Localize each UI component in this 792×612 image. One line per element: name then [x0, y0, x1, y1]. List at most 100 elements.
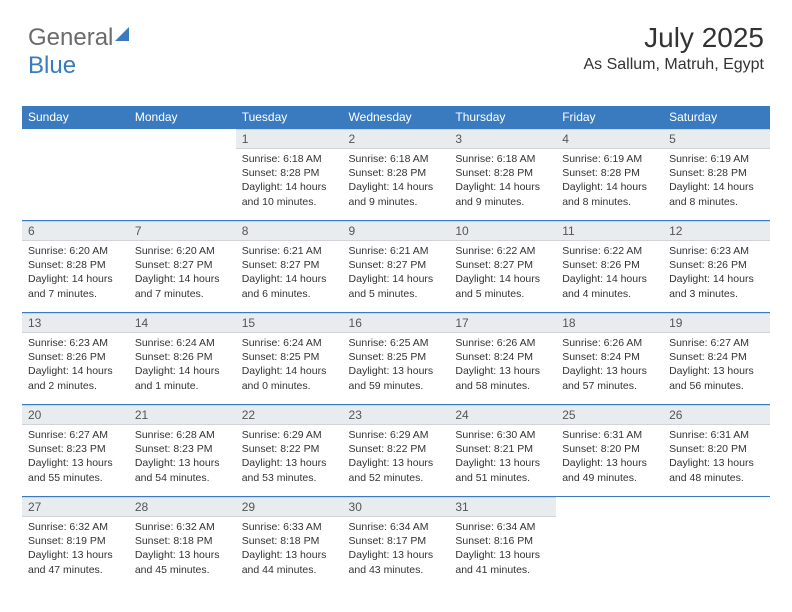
calendar-cell: 15Sunrise: 6:24 AMSunset: 8:25 PMDayligh…	[236, 313, 343, 405]
location: As Sallum, Matruh, Egypt	[583, 56, 764, 74]
day-info: Sunrise: 6:24 AMSunset: 8:26 PMDaylight:…	[129, 333, 236, 397]
calendar-row: 1Sunrise: 6:18 AMSunset: 8:28 PMDaylight…	[22, 129, 770, 221]
day-info: Sunrise: 6:20 AMSunset: 8:28 PMDaylight:…	[22, 241, 129, 305]
day-number: 2	[343, 129, 450, 149]
day-info: Sunrise: 6:34 AMSunset: 8:17 PMDaylight:…	[343, 517, 450, 581]
day-number: 28	[129, 497, 236, 517]
calendar-cell: 11Sunrise: 6:22 AMSunset: 8:26 PMDayligh…	[556, 221, 663, 313]
calendar-row: 6Sunrise: 6:20 AMSunset: 8:28 PMDaylight…	[22, 221, 770, 313]
calendar-cell: 14Sunrise: 6:24 AMSunset: 8:26 PMDayligh…	[129, 313, 236, 405]
calendar-row: 20Sunrise: 6:27 AMSunset: 8:23 PMDayligh…	[22, 405, 770, 497]
calendar-cell: 27Sunrise: 6:32 AMSunset: 8:19 PMDayligh…	[22, 497, 129, 589]
calendar-cell: 19Sunrise: 6:27 AMSunset: 8:24 PMDayligh…	[663, 313, 770, 405]
calendar-cell: 18Sunrise: 6:26 AMSunset: 8:24 PMDayligh…	[556, 313, 663, 405]
day-number: 19	[663, 313, 770, 333]
day-number: 22	[236, 405, 343, 425]
calendar-cell: 4Sunrise: 6:19 AMSunset: 8:28 PMDaylight…	[556, 129, 663, 221]
calendar-cell	[129, 129, 236, 221]
calendar-cell: 9Sunrise: 6:21 AMSunset: 8:27 PMDaylight…	[343, 221, 450, 313]
day-info: Sunrise: 6:32 AMSunset: 8:19 PMDaylight:…	[22, 517, 129, 581]
calendar-cell: 10Sunrise: 6:22 AMSunset: 8:27 PMDayligh…	[449, 221, 556, 313]
day-number: 3	[449, 129, 556, 149]
day-info: Sunrise: 6:27 AMSunset: 8:24 PMDaylight:…	[663, 333, 770, 397]
day-info: Sunrise: 6:29 AMSunset: 8:22 PMDaylight:…	[236, 425, 343, 489]
logo-triangle-icon	[115, 27, 129, 41]
day-info: Sunrise: 6:31 AMSunset: 8:20 PMDaylight:…	[556, 425, 663, 489]
day-number: 13	[22, 313, 129, 333]
day-number: 17	[449, 313, 556, 333]
calendar-cell: 26Sunrise: 6:31 AMSunset: 8:20 PMDayligh…	[663, 405, 770, 497]
calendar-cell: 5Sunrise: 6:19 AMSunset: 8:28 PMDaylight…	[663, 129, 770, 221]
calendar-cell: 25Sunrise: 6:31 AMSunset: 8:20 PMDayligh…	[556, 405, 663, 497]
weekday-header: Tuesday	[236, 106, 343, 129]
day-number: 31	[449, 497, 556, 517]
calendar-cell: 20Sunrise: 6:27 AMSunset: 8:23 PMDayligh…	[22, 405, 129, 497]
logo-word2: Blue	[28, 52, 76, 79]
day-number: 15	[236, 313, 343, 333]
day-info: Sunrise: 6:21 AMSunset: 8:27 PMDaylight:…	[236, 241, 343, 305]
calendar-body: 1Sunrise: 6:18 AMSunset: 8:28 PMDaylight…	[22, 129, 770, 589]
day-info: Sunrise: 6:21 AMSunset: 8:27 PMDaylight:…	[343, 241, 450, 305]
day-info: Sunrise: 6:31 AMSunset: 8:20 PMDaylight:…	[663, 425, 770, 489]
day-number: 27	[22, 497, 129, 517]
day-info: Sunrise: 6:30 AMSunset: 8:21 PMDaylight:…	[449, 425, 556, 489]
day-number: 30	[343, 497, 450, 517]
day-info: Sunrise: 6:26 AMSunset: 8:24 PMDaylight:…	[556, 333, 663, 397]
day-info: Sunrise: 6:34 AMSunset: 8:16 PMDaylight:…	[449, 517, 556, 581]
day-info: Sunrise: 6:28 AMSunset: 8:23 PMDaylight:…	[129, 425, 236, 489]
day-info: Sunrise: 6:18 AMSunset: 8:28 PMDaylight:…	[343, 149, 450, 213]
day-info: Sunrise: 6:23 AMSunset: 8:26 PMDaylight:…	[22, 333, 129, 397]
day-number: 26	[663, 405, 770, 425]
calendar-row: 13Sunrise: 6:23 AMSunset: 8:26 PMDayligh…	[22, 313, 770, 405]
calendar-row: 27Sunrise: 6:32 AMSunset: 8:19 PMDayligh…	[22, 497, 770, 589]
weekday-header: Saturday	[663, 106, 770, 129]
calendar-cell: 6Sunrise: 6:20 AMSunset: 8:28 PMDaylight…	[22, 221, 129, 313]
day-info: Sunrise: 6:22 AMSunset: 8:27 PMDaylight:…	[449, 241, 556, 305]
day-number: 21	[129, 405, 236, 425]
calendar-cell: 21Sunrise: 6:28 AMSunset: 8:23 PMDayligh…	[129, 405, 236, 497]
weekday-header: Thursday	[449, 106, 556, 129]
day-number: 23	[343, 405, 450, 425]
calendar-cell: 22Sunrise: 6:29 AMSunset: 8:22 PMDayligh…	[236, 405, 343, 497]
calendar-cell: 1Sunrise: 6:18 AMSunset: 8:28 PMDaylight…	[236, 129, 343, 221]
day-number: 20	[22, 405, 129, 425]
title-block: July 2025 As Sallum, Matruh, Egypt	[583, 22, 764, 74]
day-info: Sunrise: 6:33 AMSunset: 8:18 PMDaylight:…	[236, 517, 343, 581]
day-info: Sunrise: 6:29 AMSunset: 8:22 PMDaylight:…	[343, 425, 450, 489]
calendar-cell: 31Sunrise: 6:34 AMSunset: 8:16 PMDayligh…	[449, 497, 556, 589]
calendar-cell	[663, 497, 770, 589]
calendar-table: SundayMondayTuesdayWednesdayThursdayFrid…	[22, 106, 770, 589]
day-number: 29	[236, 497, 343, 517]
day-info: Sunrise: 6:19 AMSunset: 8:28 PMDaylight:…	[556, 149, 663, 213]
calendar-cell: 23Sunrise: 6:29 AMSunset: 8:22 PMDayligh…	[343, 405, 450, 497]
day-info: Sunrise: 6:23 AMSunset: 8:26 PMDaylight:…	[663, 241, 770, 305]
weekday-header: Friday	[556, 106, 663, 129]
day-number: 12	[663, 221, 770, 241]
calendar-cell	[22, 129, 129, 221]
day-number: 10	[449, 221, 556, 241]
day-info: Sunrise: 6:20 AMSunset: 8:27 PMDaylight:…	[129, 241, 236, 305]
day-info: Sunrise: 6:26 AMSunset: 8:24 PMDaylight:…	[449, 333, 556, 397]
logo: General Blue	[28, 24, 129, 80]
weekday-header: Monday	[129, 106, 236, 129]
day-number: 6	[22, 221, 129, 241]
day-number: 14	[129, 313, 236, 333]
logo-word1: General	[28, 24, 113, 51]
calendar-cell: 28Sunrise: 6:32 AMSunset: 8:18 PMDayligh…	[129, 497, 236, 589]
day-info: Sunrise: 6:19 AMSunset: 8:28 PMDaylight:…	[663, 149, 770, 213]
calendar-cell: 30Sunrise: 6:34 AMSunset: 8:17 PMDayligh…	[343, 497, 450, 589]
day-number: 25	[556, 405, 663, 425]
calendar-cell: 3Sunrise: 6:18 AMSunset: 8:28 PMDaylight…	[449, 129, 556, 221]
day-number: 4	[556, 129, 663, 149]
calendar-cell: 13Sunrise: 6:23 AMSunset: 8:26 PMDayligh…	[22, 313, 129, 405]
day-info: Sunrise: 6:18 AMSunset: 8:28 PMDaylight:…	[236, 149, 343, 213]
page-title: July 2025	[583, 22, 764, 54]
calendar-cell: 16Sunrise: 6:25 AMSunset: 8:25 PMDayligh…	[343, 313, 450, 405]
day-number: 7	[129, 221, 236, 241]
day-number: 5	[663, 129, 770, 149]
day-info: Sunrise: 6:18 AMSunset: 8:28 PMDaylight:…	[449, 149, 556, 213]
day-number: 1	[236, 129, 343, 149]
calendar-cell: 8Sunrise: 6:21 AMSunset: 8:27 PMDaylight…	[236, 221, 343, 313]
day-number: 8	[236, 221, 343, 241]
day-number: 9	[343, 221, 450, 241]
